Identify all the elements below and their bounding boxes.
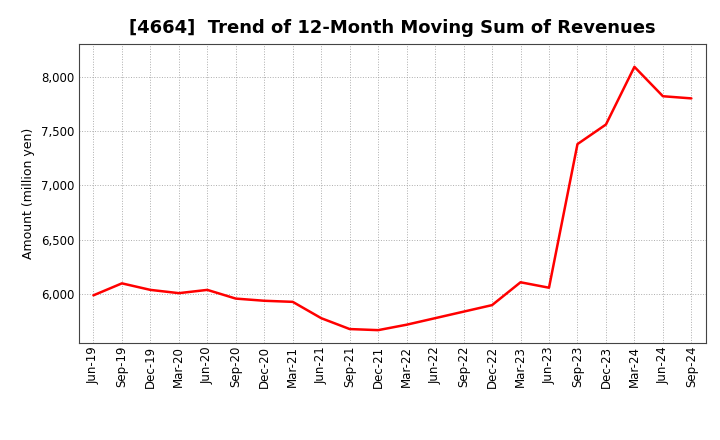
Y-axis label: Amount (million yen): Amount (million yen) xyxy=(22,128,35,259)
Title: [4664]  Trend of 12-Month Moving Sum of Revenues: [4664] Trend of 12-Month Moving Sum of R… xyxy=(129,19,656,37)
